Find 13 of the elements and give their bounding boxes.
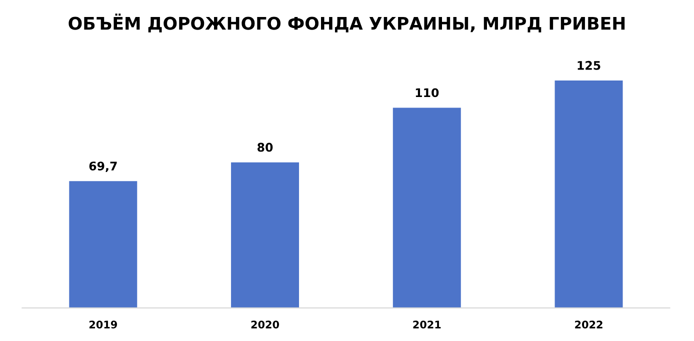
data-label: 125 [578,60,600,70]
x-tick-label: 2021 [413,320,441,328]
x-tick-label: 2022 [575,320,602,328]
bar [69,181,138,308]
data-label: 110 [416,88,439,98]
data-label: 69,7 [89,162,117,172]
data-label: 80 [258,142,273,152]
bar [392,108,461,308]
bar [231,162,300,308]
x-tick-label: 2020 [251,320,280,328]
chart-title: ОБЪЁМ ДОРОЖНОГО ФОНДА УКРАИНЫ, МЛРД ГРИВЕН [68,14,625,32]
x-tick-label: 2019 [89,320,117,328]
bar [554,80,623,308]
